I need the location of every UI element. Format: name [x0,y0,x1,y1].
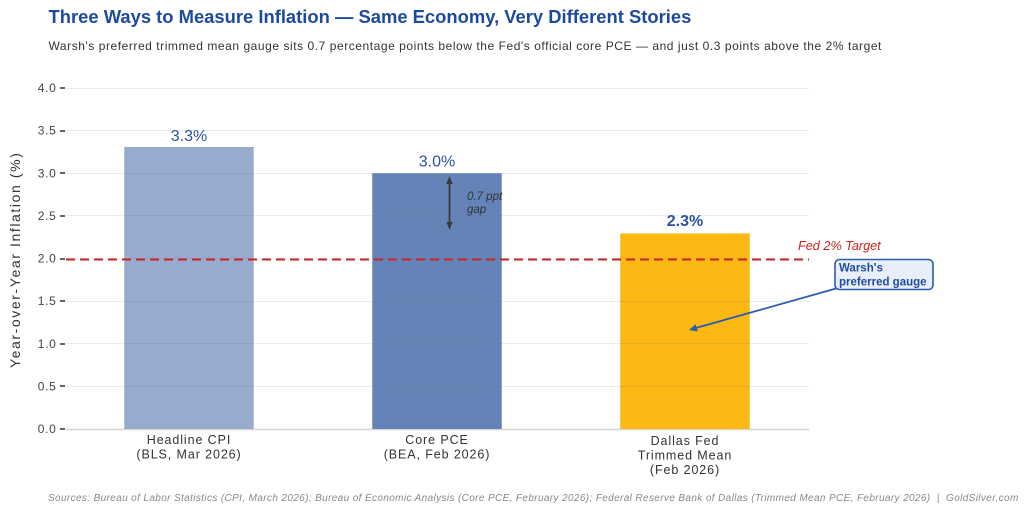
svg-text:preferred gauge: preferred gauge [839,277,927,289]
svg-text:3.0: 3.0 [38,166,57,180]
svg-text:Year-over-Year Inflation (%): Year-over-Year Inflation (%) [7,152,23,369]
svg-text:1.0: 1.0 [38,337,57,351]
svg-text:2.3%: 2.3% [667,213,703,230]
svg-text:gap: gap [467,204,487,216]
svg-text:(BEA, Feb 2026): (BEA, Feb 2026) [384,448,491,462]
svg-text:(Feb 2026): (Feb 2026) [650,463,720,477]
svg-text:Headline CPI: Headline CPI [147,433,231,447]
svg-text:Three Ways to Measure Inflatio: Three Ways to Measure Inflation — Same E… [49,6,692,27]
svg-text:0.5: 0.5 [38,379,57,393]
svg-text:Warsh's: Warsh's [839,263,883,275]
svg-text:Dallas Fed: Dallas Fed [651,434,720,448]
svg-text:1.5: 1.5 [38,294,57,308]
svg-text:2.5: 2.5 [38,209,57,223]
svg-text:4.0: 4.0 [38,81,57,95]
svg-text:0.0: 0.0 [38,422,57,436]
svg-text:2.0: 2.0 [38,252,57,266]
svg-text:3.0%: 3.0% [419,154,455,171]
svg-text:Fed 2% Target: Fed 2% Target [798,239,881,253]
svg-text:Trimmed Mean: Trimmed Mean [638,449,732,463]
svg-text:Sources: Bureau of Labor Stati: Sources: Bureau of Labor Statistics (CPI… [48,493,1019,504]
svg-text:Core PCE: Core PCE [405,433,468,447]
svg-text:3.5: 3.5 [38,124,57,138]
svg-text:3.3%: 3.3% [171,128,207,145]
svg-text:(BLS, Mar 2026): (BLS, Mar 2026) [136,448,241,462]
svg-text:0.7 ppt: 0.7 ppt [467,191,503,203]
svg-text:Warsh's preferred trimmed mean: Warsh's preferred trimmed mean gauge sit… [49,39,883,53]
